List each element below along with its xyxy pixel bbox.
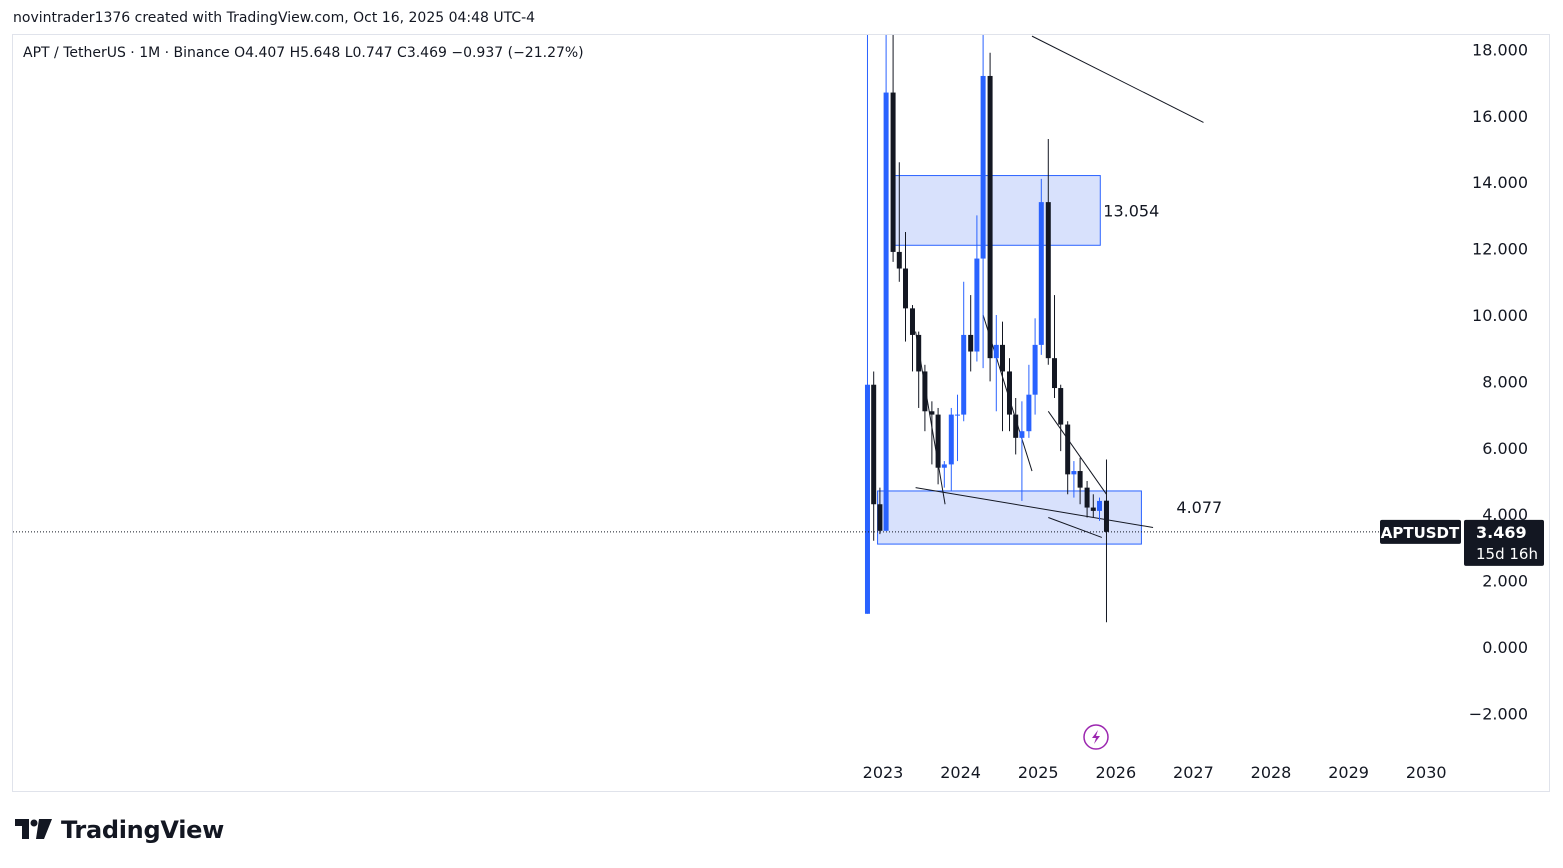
- trendline: [1031, 35, 1204, 123]
- price-tag-countdown: 15d 16h: [1476, 545, 1538, 563]
- candle-body: [909, 308, 915, 335]
- candle-body: [903, 268, 909, 309]
- symbol-tag-label: APTUSDT: [1381, 524, 1460, 542]
- attribution-header: novintrader1376 created with TradingView…: [13, 10, 536, 26]
- axes-layer: 18.000 16.000 14.000 12.000 10.000 8.000 6.000…: [863, 40, 1528, 782]
- candle-body: [1097, 500, 1103, 511]
- candle-body: [987, 75, 993, 359]
- candle-body: [896, 251, 902, 269]
- price-tag-bg: [1464, 519, 1544, 566]
- price-tag-value: 3.469: [1476, 523, 1527, 542]
- candle-body: [974, 258, 980, 352]
- candle-body: [1077, 471, 1083, 488]
- candle-body: [954, 414, 960, 416]
- time-tick-label: 2024: [940, 763, 981, 782]
- candle-body: [864, 384, 870, 614]
- price-tick-label: 12.000: [1472, 240, 1528, 259]
- chart-frame: [12, 34, 1550, 792]
- trendline: [1047, 410, 1107, 495]
- candle-body: [1090, 507, 1096, 511]
- candle-body: [961, 334, 967, 415]
- price-tick-label: 18.000: [1472, 40, 1528, 59]
- trendline: [915, 487, 1154, 528]
- candle-body: [993, 344, 999, 359]
- price-tick-label: 0.000: [1482, 638, 1528, 657]
- price-tick-label: 6.000: [1482, 439, 1528, 458]
- time-tick-label: 2025: [1018, 763, 1059, 782]
- candle-body: [916, 334, 922, 372]
- candle-body: [1058, 388, 1064, 425]
- candle-body: [1006, 371, 1012, 415]
- candle-body: [1038, 202, 1044, 345]
- candle-body: [1103, 500, 1109, 532]
- candle-body: [980, 75, 986, 259]
- zone-rect: [877, 490, 1142, 545]
- tradingview-logo-text: TradingView: [61, 816, 224, 844]
- tradingview-logo: TradingView: [15, 816, 224, 844]
- trendline: [1048, 517, 1103, 538]
- time-tick-label: 2026: [1095, 763, 1136, 782]
- candle-body: [935, 414, 941, 468]
- candle-body: [1032, 344, 1038, 395]
- zones-layer: 13.054 4.077: [877, 175, 1222, 545]
- candle-body: [968, 334, 974, 352]
- overlay-layer: APTUSDT 3.469 15d 16h: [13, 519, 1544, 750]
- symbol-tag-bg: [1380, 519, 1461, 544]
- price-tick-label: 2.000: [1482, 572, 1528, 591]
- price-tick-label: 14.000: [1472, 173, 1528, 192]
- candle-body: [1084, 487, 1090, 508]
- candle-body: [1051, 358, 1057, 389]
- time-tick-label: 2030: [1406, 763, 1447, 782]
- price-tick-label: 16.000: [1472, 107, 1528, 126]
- candle-body: [948, 414, 954, 465]
- candle-body: [871, 384, 877, 505]
- tradingview-logo-icon: [15, 819, 52, 839]
- price-tick-label: 10.000: [1472, 306, 1528, 325]
- trendlines-layer: [915, 35, 1204, 538]
- candle-body: [1045, 202, 1051, 359]
- candles-layer: [864, 35, 1109, 623]
- candle-body: [1019, 431, 1025, 438]
- zone-label: 4.077: [1176, 498, 1222, 517]
- price-tick-label: 4.000: [1482, 505, 1528, 524]
- candle-body: [1013, 414, 1019, 438]
- zone-label: 13.054: [1103, 201, 1159, 220]
- price-tick-label: 8.000: [1482, 372, 1528, 391]
- time-tick-label: 2027: [1173, 763, 1214, 782]
- candle-body: [877, 504, 883, 531]
- time-tick-label: 2029: [1328, 763, 1369, 782]
- candle-body: [929, 411, 935, 415]
- time-tick-label: 2023: [863, 763, 904, 782]
- zone-rect: [891, 175, 1101, 246]
- candle-body: [1026, 394, 1032, 432]
- candle-body: [890, 92, 896, 252]
- candle-body: [922, 371, 928, 412]
- price-tick-label: −2.000: [1469, 704, 1528, 723]
- candle-body: [1071, 471, 1077, 475]
- candle-body: [1000, 344, 1006, 372]
- candle-body: [883, 92, 889, 531]
- symbol-legend: APT / TetherUS · 1M · Binance O4.407 H5.…: [23, 45, 584, 61]
- time-tick-label: 2028: [1251, 763, 1292, 782]
- candle-body: [941, 464, 947, 468]
- lightning-icon: [1092, 730, 1100, 744]
- candle-body: [1065, 424, 1071, 475]
